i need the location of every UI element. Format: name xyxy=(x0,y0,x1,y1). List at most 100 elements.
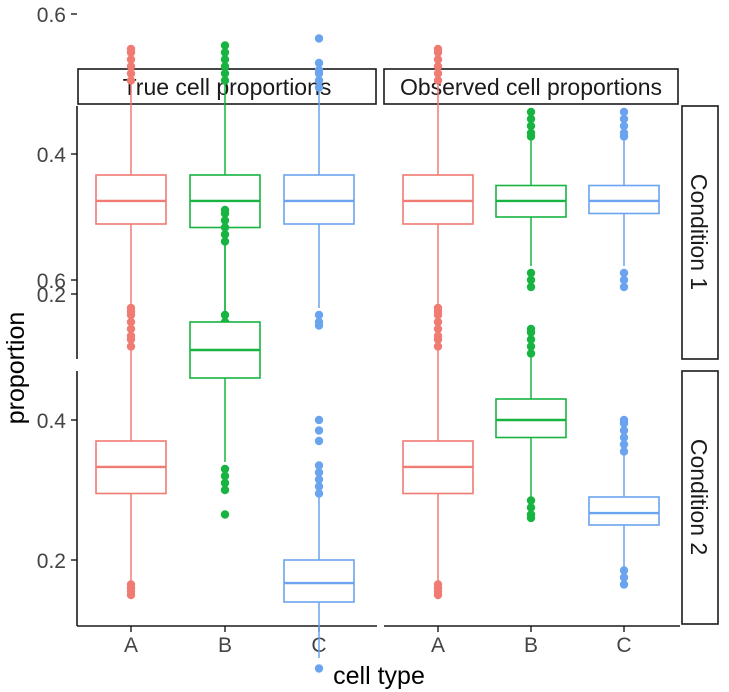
box-c xyxy=(588,184,660,215)
outlier-point-c xyxy=(314,426,324,435)
outlier-point-c xyxy=(314,415,324,425)
outlier-point-b xyxy=(526,496,536,505)
outlier-point-c xyxy=(619,415,629,425)
outlier-point-b xyxy=(220,223,230,232)
outlier-point-a xyxy=(433,62,443,71)
outlier-point-b xyxy=(220,62,230,71)
outlier-point-b xyxy=(526,335,536,344)
outlier-point-b xyxy=(220,205,230,215)
outlier-point-b xyxy=(220,485,230,495)
outlier-point-c xyxy=(314,475,324,484)
outlier-point-c xyxy=(314,58,324,68)
outlier-point-c xyxy=(314,65,324,75)
outlier-point-b xyxy=(526,324,536,334)
outlier-point-c xyxy=(619,268,629,278)
outlier-point-c xyxy=(314,76,324,85)
outlier-point-a xyxy=(433,44,443,54)
outlier-point-b xyxy=(220,41,230,50)
outlier-point-a xyxy=(433,324,443,334)
outlier-point-b xyxy=(220,237,230,246)
outlier-point-c xyxy=(619,433,629,442)
outlier-point-c xyxy=(314,310,324,320)
outlier-point-c xyxy=(314,321,324,330)
y-tick-label: 0.4 xyxy=(37,410,67,433)
outlier-point-a xyxy=(433,69,443,78)
row-strip-condition-2-label: Condition 2 xyxy=(686,439,712,555)
outlier-point-a xyxy=(126,303,136,313)
outlier-point-b xyxy=(526,282,536,292)
box-c xyxy=(283,174,355,225)
outlier-point-c xyxy=(314,489,324,498)
outlier-point-b xyxy=(526,349,536,358)
outlier-point-b xyxy=(526,107,536,117)
x-axis-title: cell type xyxy=(333,662,425,690)
outlier-point-c xyxy=(314,482,324,491)
outlier-point-c xyxy=(619,128,629,138)
outlier-point-a xyxy=(433,590,443,600)
outlier-point-b xyxy=(526,114,536,124)
outlier-point-a xyxy=(126,76,136,85)
outlier-point-a xyxy=(433,55,443,64)
x-tick-label: B xyxy=(218,634,232,657)
outlier-point-b xyxy=(526,128,536,138)
x-tick-label: A xyxy=(431,634,445,657)
y-tick-label: 0.6 xyxy=(37,4,66,27)
outlier-point-a xyxy=(433,303,443,313)
outlier-point-b xyxy=(220,55,230,64)
outlier-point-c xyxy=(619,566,629,575)
outlier-point-c xyxy=(314,664,324,673)
outlier-point-a xyxy=(433,342,443,351)
outlier-point-a xyxy=(126,44,136,54)
outlier-point-b xyxy=(220,69,230,78)
outlier-point-a xyxy=(126,55,136,64)
outlier-point-a xyxy=(126,590,136,600)
outlier-point-b xyxy=(526,513,536,523)
outlier-point-c xyxy=(619,580,629,589)
outlier-point-c xyxy=(619,447,629,456)
outlier-point-b xyxy=(526,342,536,351)
outlier-point-c xyxy=(619,573,629,582)
outlier-point-a xyxy=(126,324,136,334)
outlier-point-c xyxy=(619,121,629,131)
outlier-point-a xyxy=(126,310,136,320)
column-strip-observed-label: Observed cell proportions xyxy=(400,74,662,100)
outlier-point-b xyxy=(220,478,230,488)
outlier-point-a xyxy=(126,342,136,351)
outlier-point-b xyxy=(220,471,230,481)
outlier-point-b xyxy=(220,48,230,57)
outlier-point-a xyxy=(433,317,443,327)
outlier-point-a xyxy=(433,331,443,341)
y-tick-label: 0.4 xyxy=(37,144,67,167)
row-strip-condition-1-label: Condition 1 xyxy=(686,174,712,290)
outlier-point-b xyxy=(220,76,230,85)
y-axis-title: proportion xyxy=(2,312,30,425)
outlier-point-a xyxy=(433,76,443,85)
outlier-point-c xyxy=(619,440,629,449)
outlier-point-b xyxy=(526,268,536,278)
outlier-point-b xyxy=(526,503,536,512)
outlier-point-a xyxy=(126,317,136,327)
y-tick-label: 0.2 xyxy=(37,284,66,307)
column-strip-observed: Observed cell proportions xyxy=(383,68,679,105)
box-a xyxy=(95,174,167,225)
outlier-point-a xyxy=(433,310,443,320)
outlier-point-c xyxy=(314,468,324,477)
row-strip-condition-2: Condition 2 xyxy=(681,370,719,625)
box-c xyxy=(588,496,660,526)
outlier-point-c xyxy=(619,114,629,124)
y-tick-label: 0.6 xyxy=(37,270,66,293)
row-strip-condition-1: Condition 1 xyxy=(681,105,719,360)
box-c xyxy=(283,559,355,603)
outlier-point-a xyxy=(126,62,136,71)
outlier-point-b xyxy=(220,230,230,239)
outlier-point-a xyxy=(126,69,136,78)
outlier-point-c xyxy=(314,461,324,470)
outlier-point-c xyxy=(314,34,324,43)
outlier-point-a xyxy=(126,331,136,341)
outlier-point-b xyxy=(220,464,230,474)
x-tick-label: C xyxy=(616,634,631,657)
x-tick-label: A xyxy=(124,634,138,657)
outlier-point-b xyxy=(220,510,230,519)
outlier-point-b xyxy=(526,121,536,131)
